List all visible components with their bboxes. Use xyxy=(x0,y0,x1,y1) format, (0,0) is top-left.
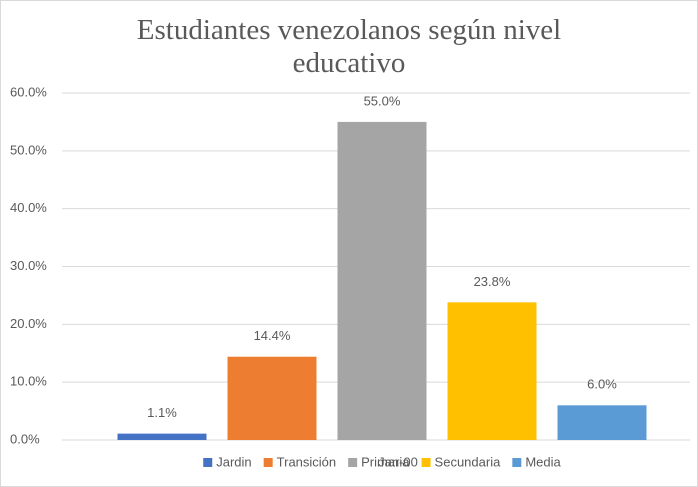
legend-label: Media xyxy=(525,454,561,469)
data-label: 14.4% xyxy=(254,328,291,343)
chart-title: Estudiantes venezolanos según nivel educ… xyxy=(136,14,562,79)
legend-label: Primaria xyxy=(361,454,410,469)
y-tick-label: 60.0% xyxy=(10,84,47,99)
bar xyxy=(557,405,647,440)
legend-marker xyxy=(421,458,431,467)
legend-label: Transición xyxy=(277,454,336,469)
legend-label: Secundaria xyxy=(435,454,502,469)
y-tick-label: 40.0% xyxy=(10,200,47,215)
y-tick-label: 0.0% xyxy=(10,431,40,446)
y-tick-label: 50.0% xyxy=(10,142,47,157)
bar xyxy=(337,121,427,441)
data-label: 23.8% xyxy=(474,274,511,289)
y-tick-label: 20.0% xyxy=(10,316,47,331)
legend-label: Jardin xyxy=(216,454,251,469)
legend-marker xyxy=(203,458,213,467)
y-tick-label: 10.0% xyxy=(10,374,47,389)
x-tick-label: Jan-00 xyxy=(378,454,418,469)
data-label: 55.0% xyxy=(364,93,401,108)
data-label: 1.1% xyxy=(147,405,177,420)
bar xyxy=(117,433,207,440)
bar xyxy=(227,356,317,440)
legend-marker xyxy=(263,458,273,467)
legend-marker xyxy=(512,458,522,467)
bar xyxy=(447,302,537,440)
y-tick-label: 30.0% xyxy=(10,258,47,273)
data-label: 6.0% xyxy=(587,377,617,392)
legend-marker xyxy=(348,458,358,467)
